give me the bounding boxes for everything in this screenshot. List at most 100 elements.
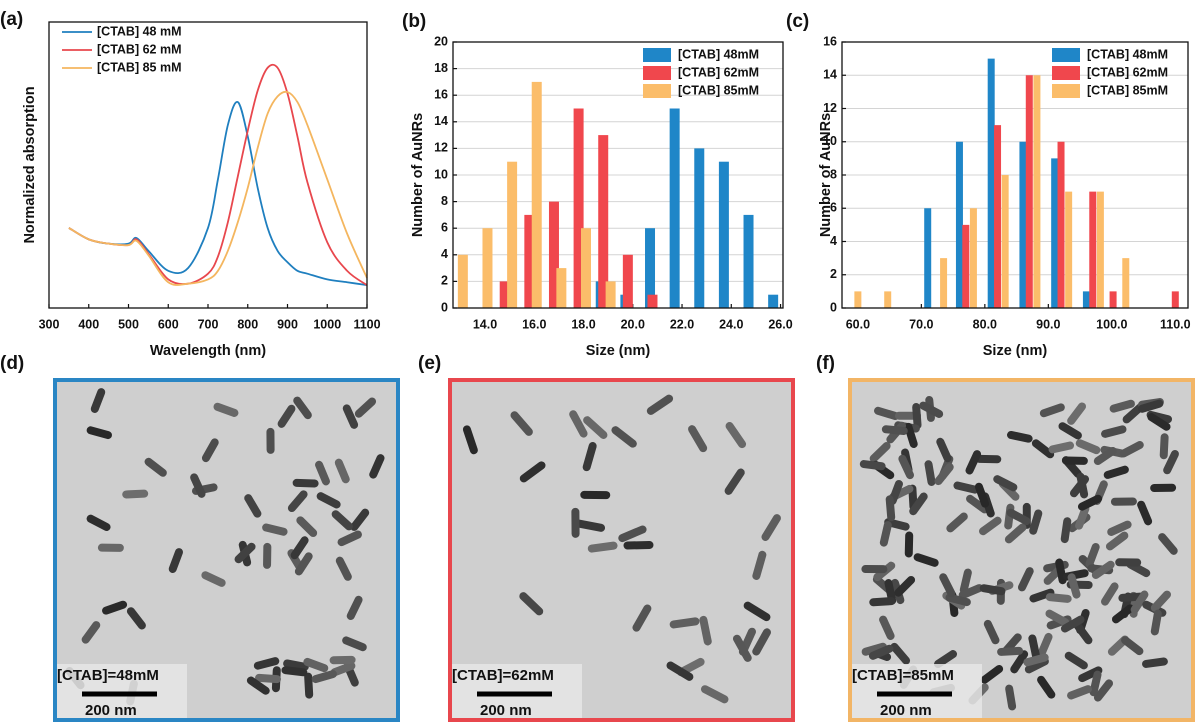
y-tick-label: 16: [434, 87, 448, 101]
x-tick-label: 20.0: [621, 317, 645, 331]
panel-label: (c): [786, 11, 809, 32]
y-tick-label: 8: [830, 167, 837, 181]
nanorod: [582, 442, 597, 472]
nanorod: [924, 460, 936, 486]
nanorod: [86, 426, 113, 440]
bar: [694, 148, 705, 308]
x-tick-label: 300: [39, 317, 60, 331]
legend-label: [CTAB] 85mM: [678, 83, 759, 97]
y-axis-title: Normalized absorption: [22, 86, 38, 243]
scale-bar-label: 200 nm: [480, 702, 532, 719]
x-tick-label: 16.0: [522, 317, 546, 331]
panel-label: (d): [0, 353, 24, 374]
nanorod: [213, 402, 239, 417]
y-tick-label: 2: [830, 267, 837, 281]
nanorod: [1105, 531, 1129, 551]
nanorod: [1010, 650, 1029, 674]
nanorod: [1060, 517, 1072, 544]
nanorod: [571, 507, 580, 538]
nanorod: [1045, 593, 1072, 603]
legend-label: [CTAB] 48 mM: [97, 24, 182, 38]
legend-label: [CTAB] 85 mM: [97, 60, 182, 74]
y-tick-label: 6: [441, 220, 448, 234]
x-tick-label: 24.0: [719, 317, 743, 331]
nanorod: [1121, 636, 1144, 656]
nanorod: [868, 644, 894, 660]
nanorod: [294, 552, 313, 576]
nanorod: [1060, 615, 1085, 633]
legend-label: [CTAB] 62mM: [1087, 65, 1168, 79]
y-tick-label: 0: [830, 300, 837, 314]
x-axis-title: Wavelength (nm): [150, 343, 266, 359]
bar: [1001, 175, 1009, 308]
nanorod: [879, 615, 895, 640]
nanorod: [997, 646, 1024, 656]
bar: [573, 108, 584, 308]
nanorod: [580, 490, 611, 500]
nanorod: [1075, 439, 1101, 455]
nanorod: [881, 425, 908, 435]
panel-label: (f): [816, 353, 835, 374]
nanorod: [122, 489, 149, 499]
x-tick-label: 800: [237, 317, 258, 331]
nanorod: [909, 492, 928, 516]
panel-label: (a): [0, 9, 23, 30]
bar: [854, 291, 862, 308]
nanorod: [1137, 500, 1153, 526]
y-tick-label: 10: [823, 134, 837, 148]
nanorod: [974, 482, 990, 508]
nanorod: [966, 494, 989, 514]
nanorod: [1077, 494, 1103, 511]
nanorod: [959, 568, 972, 595]
nanorod: [296, 516, 318, 538]
nanorod: [1109, 399, 1135, 413]
bar: [645, 228, 656, 308]
bar: [499, 281, 510, 308]
nanorod: [623, 541, 654, 550]
y-tick-label: 2: [441, 274, 448, 288]
nanorod: [1101, 425, 1127, 438]
nanorod: [253, 657, 280, 670]
nanorod: [946, 512, 968, 533]
nanorod: [1007, 430, 1033, 443]
nanorod: [575, 519, 606, 532]
bar: [556, 268, 567, 308]
bar: [940, 258, 948, 308]
nanorod: [90, 388, 106, 413]
nanorod: [462, 425, 478, 455]
nanorod: [669, 617, 700, 629]
nanorod: [346, 595, 363, 621]
bar: [743, 214, 754, 308]
nanorod: [975, 454, 1002, 464]
nanorod: [263, 542, 272, 569]
nanorod: [1093, 679, 1114, 702]
nanorod: [904, 531, 914, 558]
nanorod: [1110, 497, 1137, 506]
nanorod: [1159, 433, 1169, 460]
x-axis-title: Size (nm): [586, 343, 651, 359]
bar: [622, 254, 633, 308]
nanorod: [885, 495, 896, 522]
nanorod: [334, 458, 350, 484]
nanorod: [354, 397, 377, 418]
y-axis-title: Number of AuNRs: [410, 113, 426, 237]
nanorod: [953, 481, 979, 494]
micrograph: [850, 380, 1193, 722]
nanorod: [126, 607, 146, 630]
nanorod: [519, 592, 544, 616]
nanorod: [1085, 542, 1100, 568]
legend-swatch: [1052, 48, 1080, 62]
nanorod: [290, 536, 309, 560]
nanorod: [168, 548, 183, 574]
nanorod: [939, 573, 956, 598]
y-tick-label: 18: [434, 61, 448, 75]
nanorod: [1150, 590, 1172, 612]
nanorod: [1138, 399, 1164, 413]
y-tick-label: 16: [823, 34, 837, 48]
nanorod: [699, 615, 712, 646]
nanorod: [262, 523, 288, 536]
nanorod: [632, 604, 652, 632]
x-tick-label: 1100: [353, 317, 380, 331]
nanorod: [201, 438, 219, 463]
nanorod: [611, 426, 637, 448]
